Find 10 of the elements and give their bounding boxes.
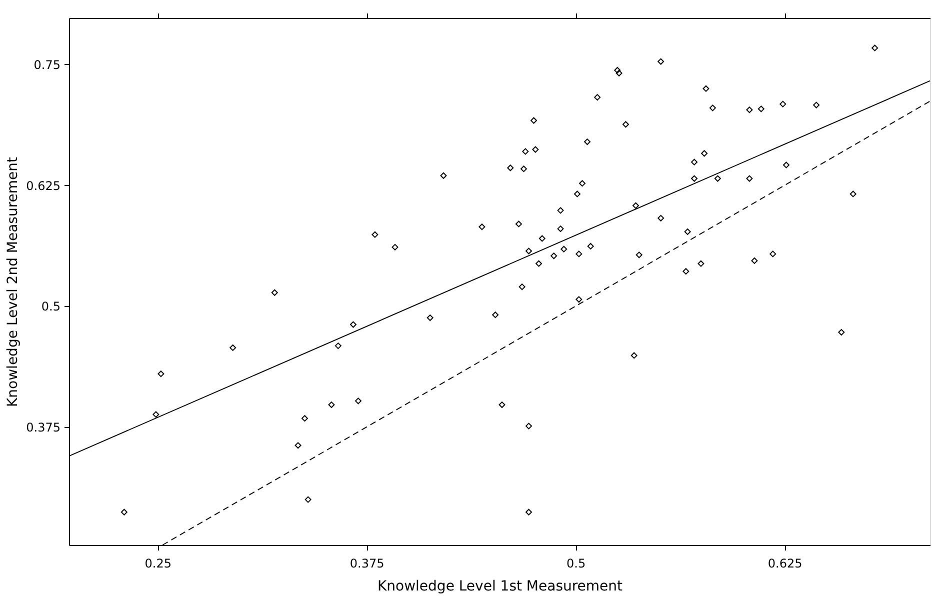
x-tick-label: 0.375 [350, 556, 384, 570]
y-tick-label: 0.625 [26, 178, 60, 193]
x-axis-title: Knowledge Level 1st Measurement [377, 578, 624, 594]
x-tick-label: 0.5 [566, 556, 586, 570]
x-tick-label: 0.625 [768, 556, 802, 570]
y-tick-label: 0.375 [26, 420, 60, 435]
y-tick-label: 0.5 [41, 300, 60, 314]
x-tick-label: 0.25 [144, 556, 172, 570]
y-axis-title: Knowledge Level 2nd Measurement [5, 156, 22, 408]
y-tick-label: 0.75 [34, 58, 60, 72]
